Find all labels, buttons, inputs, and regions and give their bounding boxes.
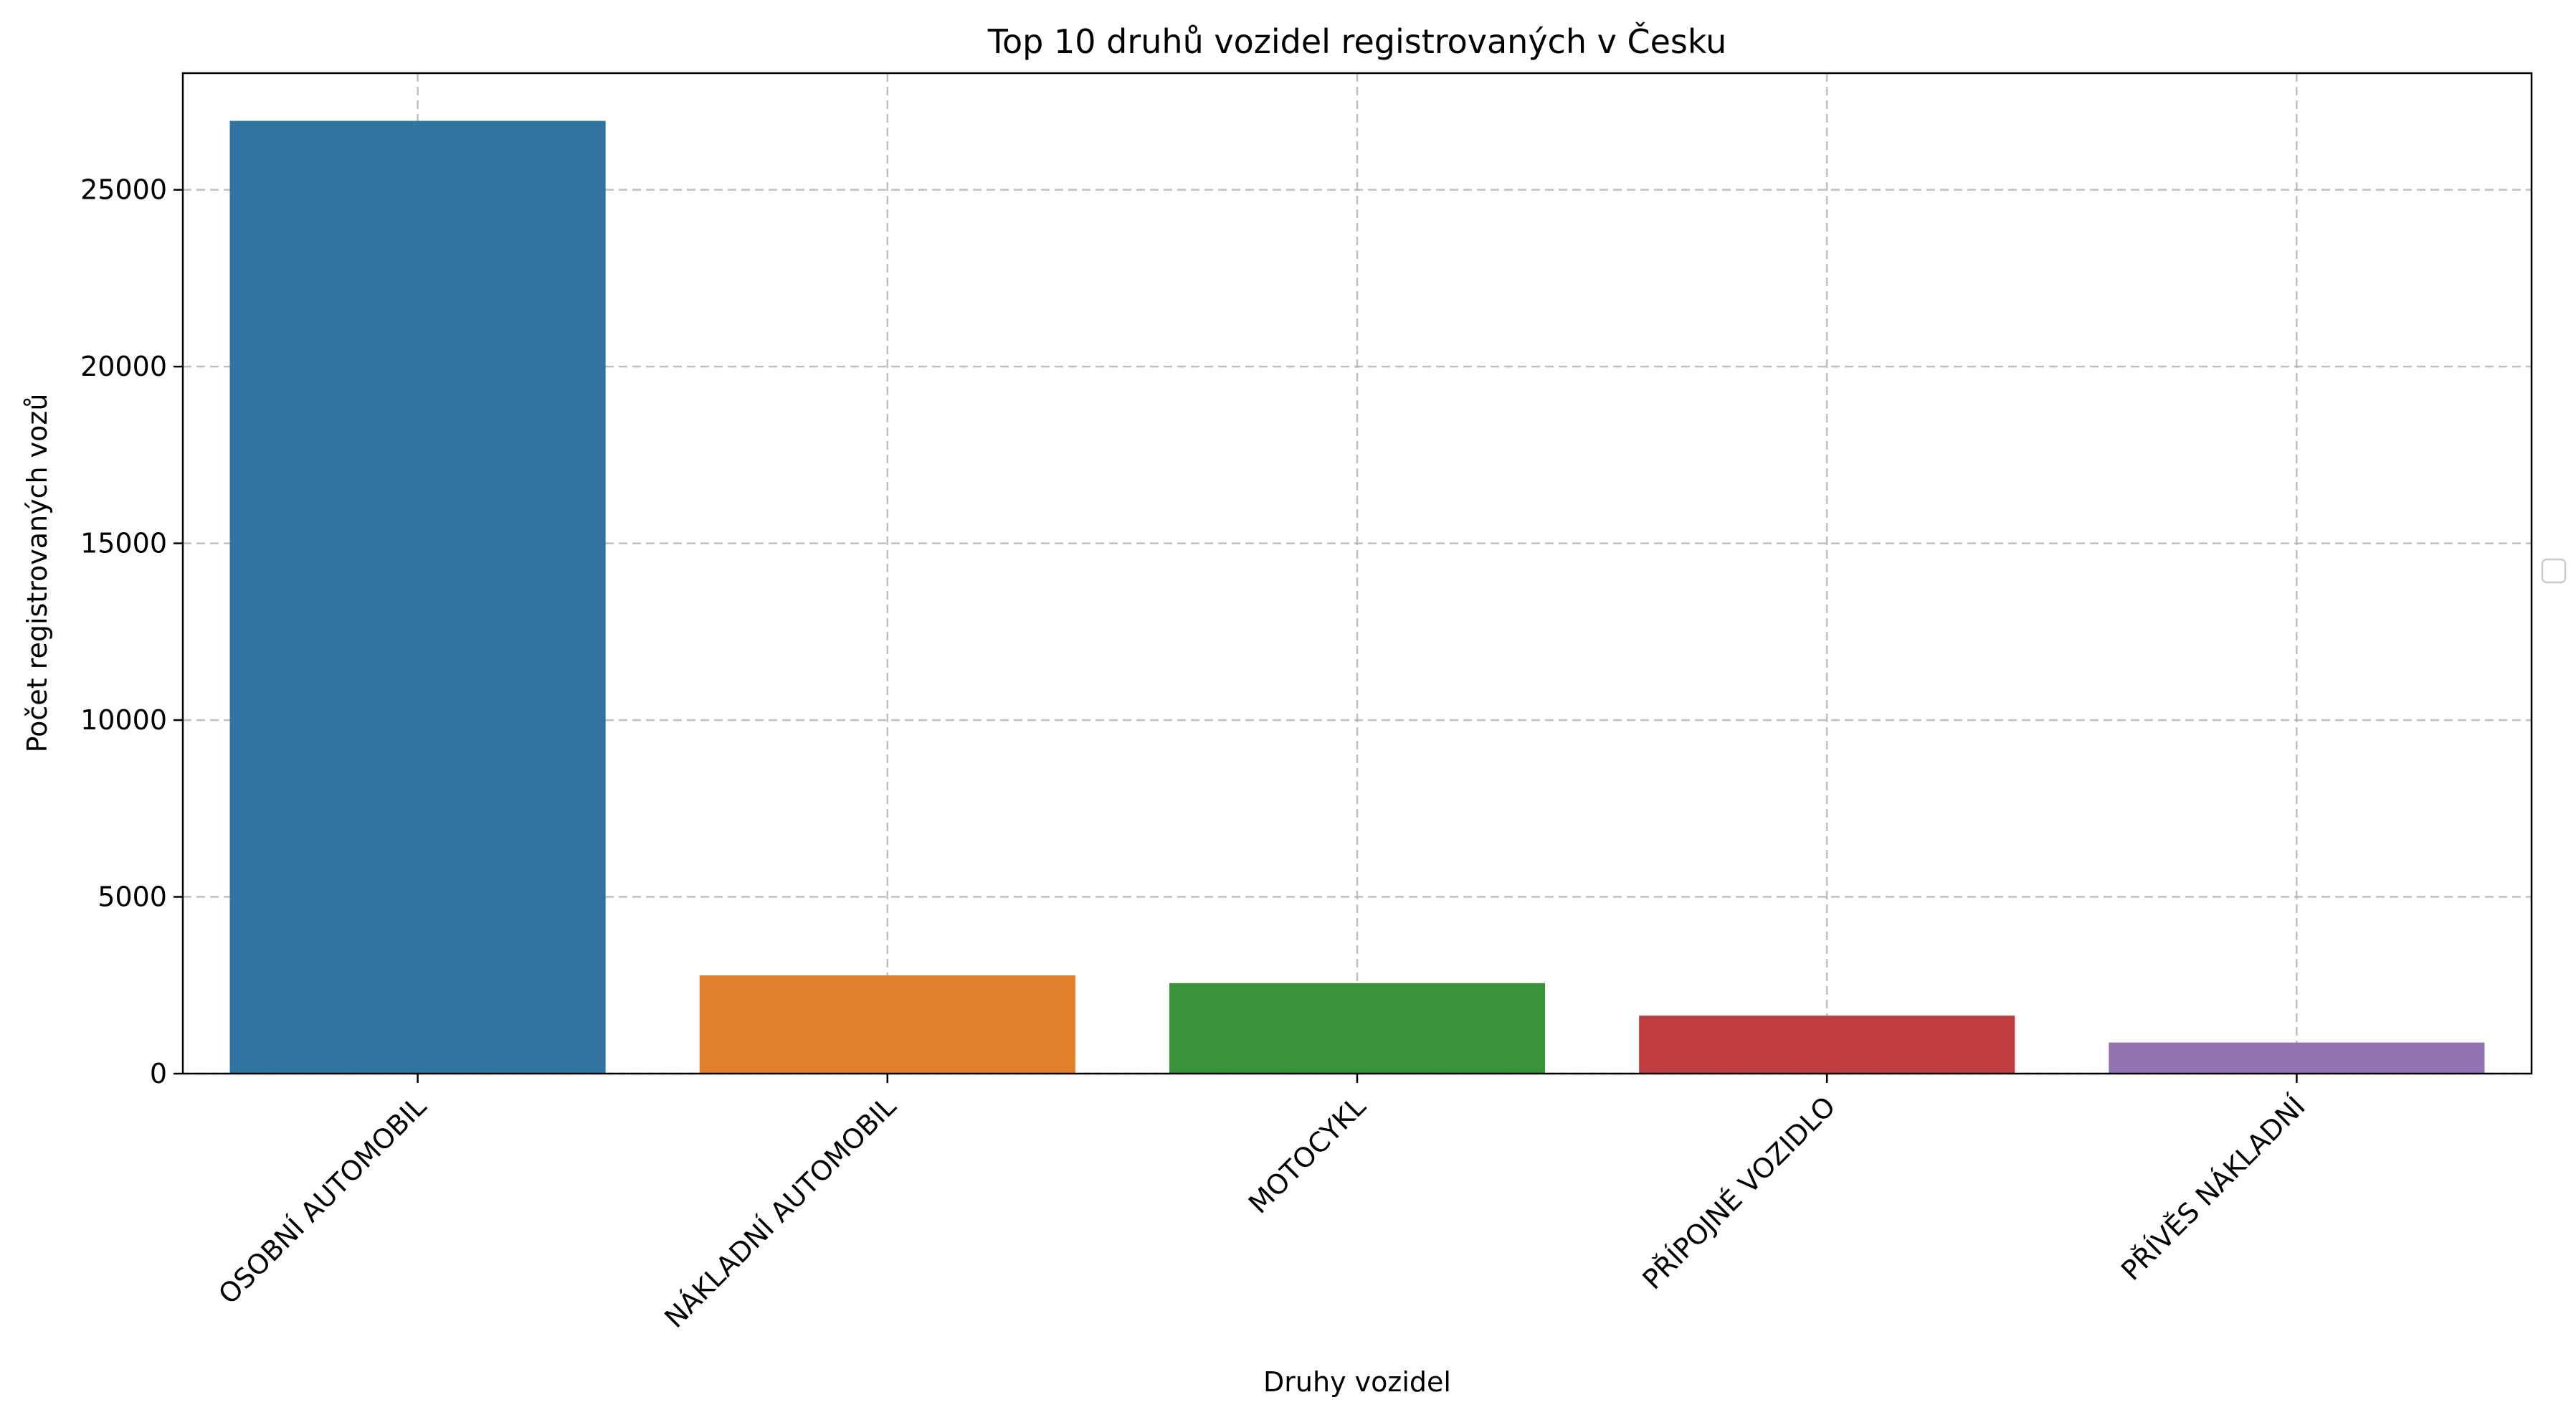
- chart-title: Top 10 druhů vozidel registrovaných v Če…: [987, 22, 1727, 61]
- x-tick-label: OSOBNÍ AUTOMOBIL: [212, 1090, 432, 1310]
- bar: [229, 120, 606, 1074]
- bar: [1169, 983, 1546, 1074]
- y-tick-label: 20000: [80, 351, 167, 382]
- y-tick-label: 0: [150, 1058, 167, 1089]
- x-tick-label: PŘÍVĚS NÁKLADNÍ: [2115, 1090, 2311, 1287]
- y-axis-label: Počet registrovaných vozů: [22, 394, 53, 753]
- plot-frame: [181, 72, 2533, 1075]
- x-tick-label: MOTOCYKL: [1242, 1090, 1372, 1219]
- legend-box: [2541, 558, 2567, 584]
- y-tick-label: 25000: [80, 174, 167, 206]
- x-tick-label: PŘÍPOJNÉ VOZIDLO: [1637, 1090, 1842, 1295]
- y-tick-label: 15000: [80, 528, 167, 559]
- bar: [2109, 1042, 2485, 1074]
- bar: [699, 975, 1075, 1074]
- y-tick-label: 10000: [80, 704, 167, 736]
- bar: [1639, 1016, 2015, 1074]
- y-tick-label: 5000: [98, 881, 167, 913]
- bars: [229, 120, 2485, 1074]
- x-tick-label: NÁKLADNÍ AUTOMOBIL: [658, 1090, 902, 1334]
- x-axis-label: Druhy vozidel: [1263, 1366, 1451, 1398]
